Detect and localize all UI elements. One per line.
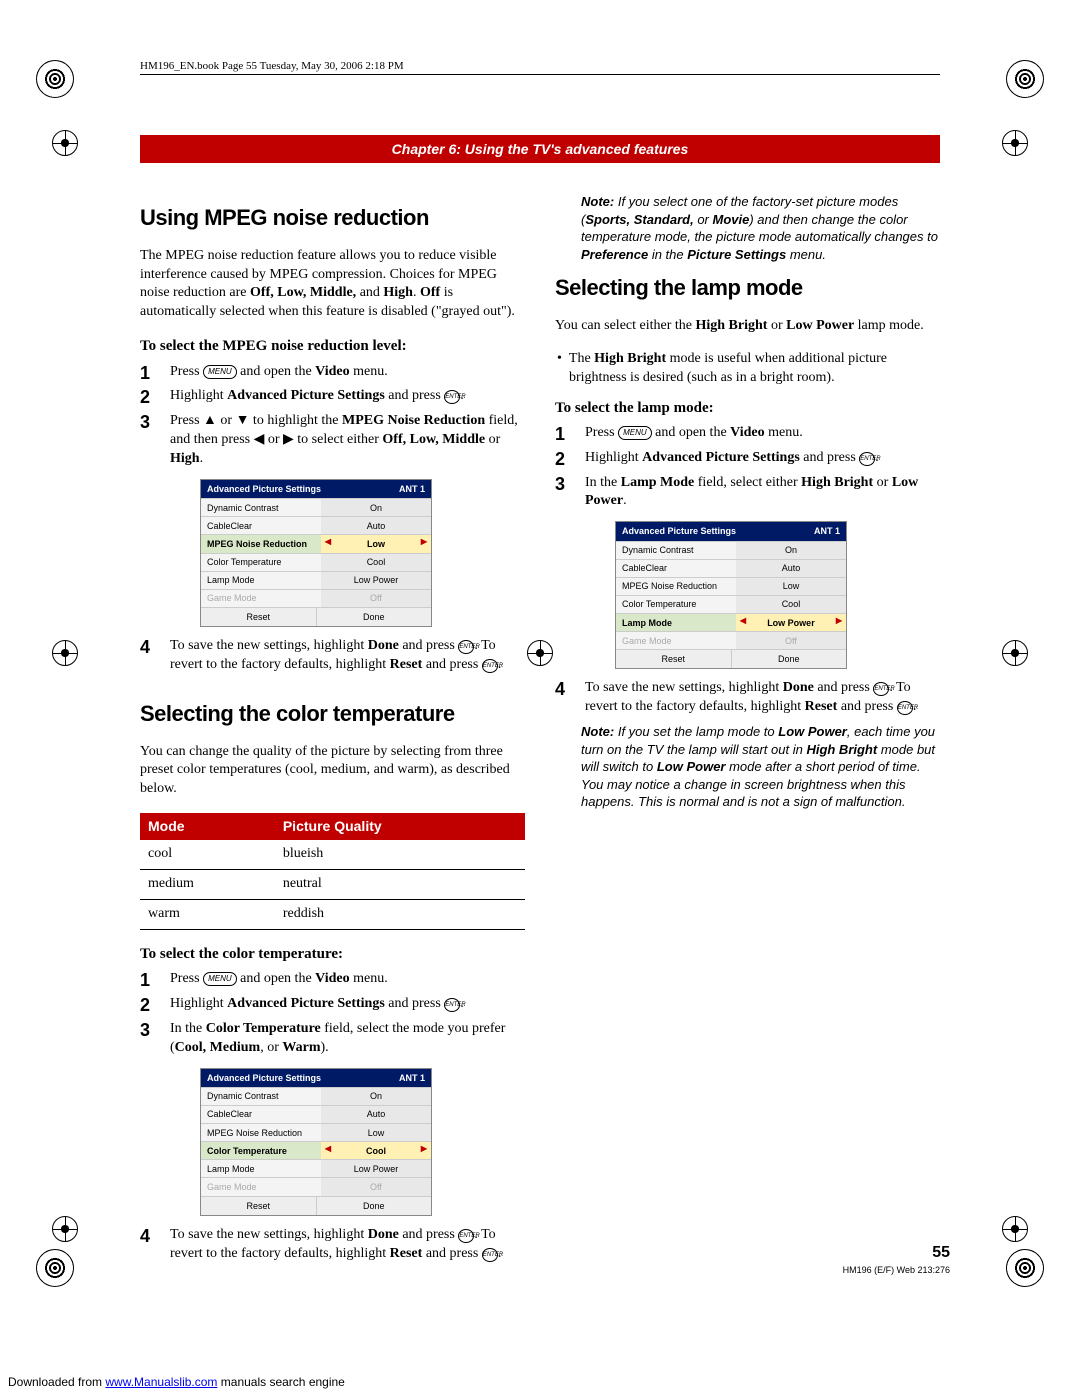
step: To save the new settings, highlight Done… xyxy=(140,1226,525,1264)
enter-key-icon: ENTER xyxy=(873,682,889,696)
crop-mark xyxy=(1006,60,1044,98)
menu-key-icon: MENU xyxy=(618,426,652,440)
note-lamp-lowpower: Note: If you set the lamp mode to Low Po… xyxy=(581,723,940,811)
step: Press MENU and open the Video menu. xyxy=(140,970,525,989)
menu-key-icon: MENU xyxy=(203,972,237,986)
step: Highlight Advanced Picture Settings and … xyxy=(140,995,525,1014)
heading-mpeg: Using MPEG noise reduction xyxy=(140,203,525,233)
step: In the Color Temperature field, select t… xyxy=(140,1020,525,1058)
page-number: 55 xyxy=(932,1244,950,1262)
steps-colortemp: Press MENU and open the Video menu. High… xyxy=(140,970,525,1058)
note-picture-mode: Note: If you select one of the factory-s… xyxy=(581,193,940,263)
menu-colortemp: Advanced Picture SettingsANT 1 Dynamic C… xyxy=(200,1068,432,1216)
steps-lamp-cont: To save the new settings, highlight Done… xyxy=(555,679,940,717)
crop-mark xyxy=(1006,1249,1044,1287)
enter-key-icon: ENTER xyxy=(482,659,498,673)
step: To save the new settings, highlight Done… xyxy=(140,637,525,675)
para-colortemp-intro: You can change the quality of the pictur… xyxy=(140,743,525,800)
step: Press MENU and open the Video menu. xyxy=(140,363,525,382)
step: To save the new settings, highlight Done… xyxy=(555,679,940,717)
steps-mpeg-cont: To save the new settings, highlight Done… xyxy=(140,637,525,675)
heading-lamp: Selecting the lamp mode xyxy=(555,273,940,303)
subhead-lamp: To select the lamp mode: xyxy=(555,398,940,418)
steps-lamp: Press MENU and open the Video menu. High… xyxy=(555,424,940,512)
enter-key-icon: ENTER xyxy=(859,452,875,466)
step: Press ▲ or ▼ to highlight the MPEG Noise… xyxy=(140,412,525,469)
crop-mark xyxy=(527,640,553,666)
crop-mark xyxy=(1002,1216,1028,1242)
chapter-banner: Chapter 6: Using the TV's advanced featu… xyxy=(140,135,940,163)
crop-mark xyxy=(36,60,74,98)
enter-key-icon: ENTER xyxy=(482,1248,498,1262)
enter-key-icon: ENTER xyxy=(458,1229,474,1243)
crop-mark xyxy=(52,640,78,666)
step: In the Lamp Mode field, select either Hi… xyxy=(555,474,940,512)
crop-mark xyxy=(1002,130,1028,156)
crop-mark xyxy=(1002,640,1028,666)
enter-key-icon: ENTER xyxy=(458,640,474,654)
enter-key-icon: ENTER xyxy=(444,998,460,1012)
step: Highlight Advanced Picture Settings and … xyxy=(555,449,940,468)
menu-lamp: Advanced Picture SettingsANT 1 Dynamic C… xyxy=(615,521,847,669)
manualslib-link[interactable]: www.Manualslib.com xyxy=(105,1375,217,1389)
table-quality: ModePicture Quality coolblueish mediumne… xyxy=(140,813,525,930)
crop-mark xyxy=(36,1249,74,1287)
download-line: Downloaded from www.Manualslib.com manua… xyxy=(8,1375,345,1389)
enter-key-icon: ENTER xyxy=(897,701,913,715)
enter-key-icon: ENTER xyxy=(444,390,460,404)
menu-mpeg: Advanced Picture SettingsANT 1 Dynamic C… xyxy=(200,479,432,627)
menu-key-icon: MENU xyxy=(203,365,237,379)
crop-mark xyxy=(52,130,78,156)
doc-footer: HM196 (E/F) Web 213:276 xyxy=(843,1265,950,1275)
steps-mpeg: Press MENU and open the Video menu. High… xyxy=(140,363,525,469)
content-columns: Using MPEG noise reduction The MPEG nois… xyxy=(140,193,940,1270)
step: Press MENU and open the Video menu. xyxy=(555,424,940,443)
para-mpeg-intro: The MPEG noise reduction feature allows … xyxy=(140,247,525,323)
right-column: Note: If you select one of the factory-s… xyxy=(555,193,940,1270)
subhead-mpeg-level: To select the MPEG noise reduction level… xyxy=(140,336,525,356)
page: HM196_EN.book Page 55 Tuesday, May 30, 2… xyxy=(0,0,1080,1397)
para-lamp-intro: You can select either the High Bright or… xyxy=(555,317,940,336)
step: Highlight Advanced Picture Settings and … xyxy=(140,387,525,406)
bullet-high-bright: • The High Bright mode is useful when ad… xyxy=(555,350,940,388)
steps-colortemp-cont: To save the new settings, highlight Done… xyxy=(140,1226,525,1264)
crop-mark xyxy=(52,1216,78,1242)
heading-color-temp: Selecting the color temperature xyxy=(140,699,525,729)
subhead-colortemp: To select the color temperature: xyxy=(140,944,525,964)
left-column: Using MPEG noise reduction The MPEG nois… xyxy=(140,193,525,1270)
header-line: HM196_EN.book Page 55 Tuesday, May 30, 2… xyxy=(140,60,940,75)
